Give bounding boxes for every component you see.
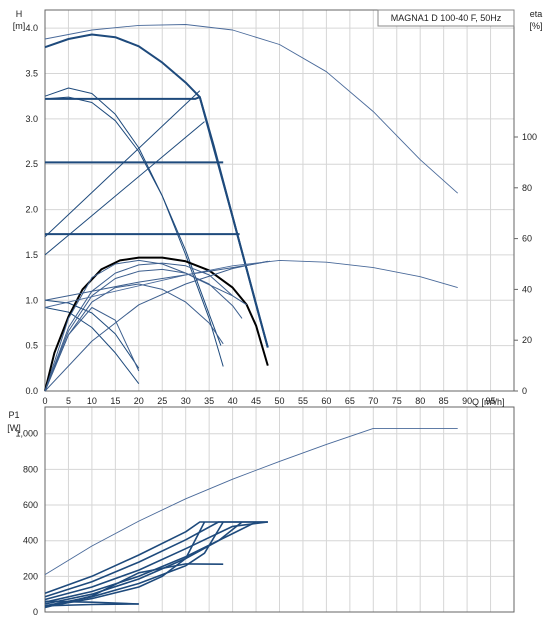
y-tick-label: 0.5 xyxy=(25,341,38,351)
power-curve-10 xyxy=(44,600,139,605)
head-curve-19 xyxy=(44,24,458,194)
y-tick-label: 3.0 xyxy=(25,114,38,124)
efficiency-curve-12 xyxy=(44,268,243,392)
head-curve-6 xyxy=(44,87,224,367)
power-curve-4 xyxy=(44,521,257,603)
efficiency-curve-13 xyxy=(44,283,224,392)
x-tick-label: 25 xyxy=(157,396,167,406)
efficiency-curve-18 xyxy=(44,259,458,308)
y2-axis-label-line2: [%] xyxy=(529,21,542,31)
head-curve-8 xyxy=(44,307,140,385)
y-axis-label-top-line1: H xyxy=(16,9,23,19)
x-tick-label: 55 xyxy=(298,396,308,406)
efficiency-curve-16 xyxy=(44,260,271,301)
x-tick-label: 65 xyxy=(345,396,355,406)
y2-tick-label: 60 xyxy=(522,234,532,244)
y2-tick-label: 20 xyxy=(522,335,532,345)
efficiency-curve-14 xyxy=(44,307,140,392)
y-tick-label: 1,000 xyxy=(15,429,38,439)
y-tick-label: 2.0 xyxy=(25,205,38,215)
power-curve-3 xyxy=(44,521,268,601)
x-tick-label: 60 xyxy=(321,396,331,406)
x-tick-label: 70 xyxy=(368,396,378,406)
power-curve-0 xyxy=(44,427,458,575)
head-curve-7 xyxy=(44,96,222,346)
plot-frame-bottom xyxy=(44,406,515,613)
head-curve-4 xyxy=(44,90,201,238)
head-curve-9 xyxy=(44,299,140,369)
y2-tick-label: 80 xyxy=(522,183,532,193)
efficiency-curve-10 xyxy=(44,256,269,392)
head-efficiency-panel: 0 5 10 15 20 25 30 35 40 45 50 55 60 65 70 75 80 85 90 95 0.… xyxy=(25,9,537,406)
x-tick-label: 40 xyxy=(228,396,238,406)
y-axis-label-bottom-line2: [W] xyxy=(7,423,21,433)
x-tick-label: 80 xyxy=(415,396,425,406)
x-tick-label: 45 xyxy=(251,396,261,406)
x-axis-label: Q [m³/h] xyxy=(472,397,505,407)
x-tick-label: 35 xyxy=(204,396,214,406)
x-tick-label: 50 xyxy=(274,396,284,406)
x-tick-label: 75 xyxy=(392,396,402,406)
efficiency-curve-15 xyxy=(44,259,247,392)
y-tick-label: 1.5 xyxy=(25,250,38,260)
plot-frame-top xyxy=(44,9,515,392)
x-tick-label: 30 xyxy=(181,396,191,406)
x-tick-label: 95 xyxy=(486,396,496,406)
x-tick-label: 90 xyxy=(462,396,472,406)
y-tick-label: 600 xyxy=(23,500,38,510)
y-tick-label: 4.0 xyxy=(25,23,38,33)
y2-axis-label-line1: eta xyxy=(530,9,543,19)
x-tick-label: 10 xyxy=(87,396,97,406)
y-tick-label: 1.0 xyxy=(25,295,38,305)
power-curve-7 xyxy=(44,521,206,608)
y-axis-label-bottom-line1: P1 xyxy=(8,410,19,420)
power-panel: 0 200 400 600 800 1,000 xyxy=(15,406,515,617)
head-curve-1 xyxy=(45,96,269,348)
y-tick-label: 3.5 xyxy=(25,69,38,79)
chart-title-box xyxy=(377,9,515,27)
y-tick-label: 200 xyxy=(23,571,38,581)
y-axis-label-top-line2: [m] xyxy=(13,21,26,31)
y-tick-label: 0 xyxy=(33,607,38,617)
x-tick-label: 0 xyxy=(42,396,47,406)
y-tick-label: 2.5 xyxy=(25,159,38,169)
power-curve-2 xyxy=(44,521,268,598)
x-tick-label: 20 xyxy=(134,396,144,406)
x-tick-label: 85 xyxy=(439,396,449,406)
y2-tick-label: 0 xyxy=(522,386,527,396)
chart-title: MAGNA1 D 100-40 F, 50Hz xyxy=(391,13,502,23)
y-tick-label: 400 xyxy=(23,536,38,546)
x-tick-label: 5 xyxy=(66,396,71,406)
y2-tick-label: 40 xyxy=(522,284,532,294)
efficiency-curve-17 xyxy=(44,260,268,392)
head-curve-5 xyxy=(44,121,205,256)
y-tick-label: 0.0 xyxy=(25,386,38,396)
x-tick-label: 15 xyxy=(110,396,120,406)
y-tick-label: 800 xyxy=(23,464,38,474)
power-curve-8 xyxy=(44,563,224,609)
y2-tick-label: 100 xyxy=(522,132,537,142)
